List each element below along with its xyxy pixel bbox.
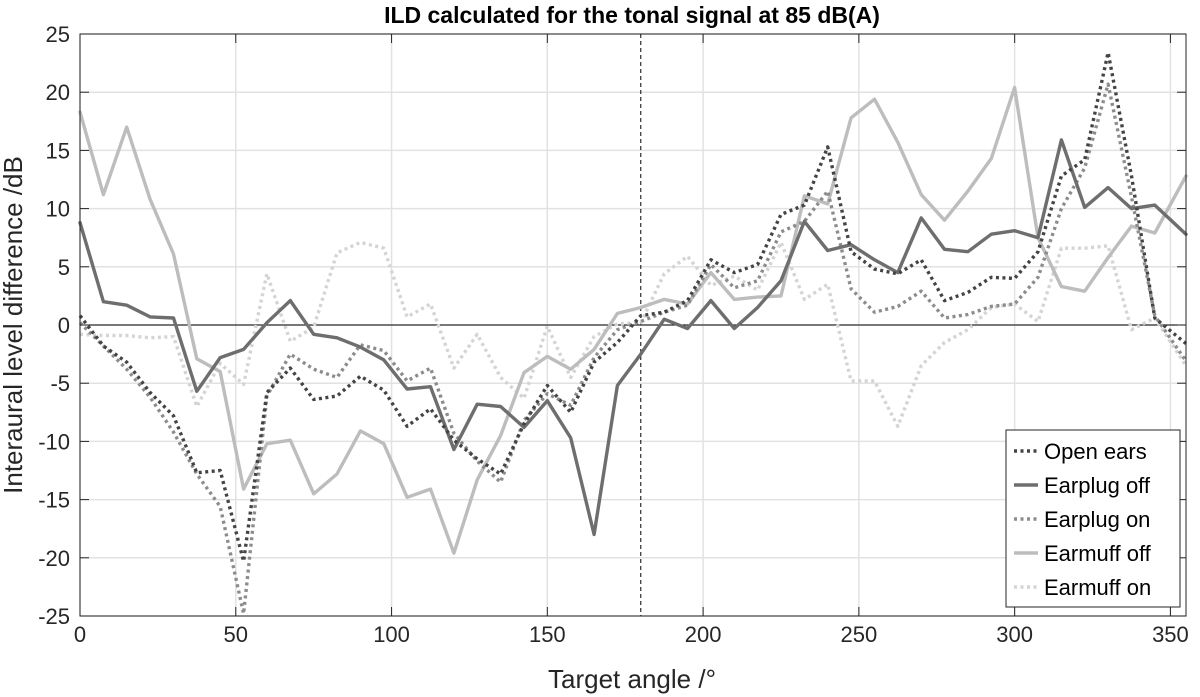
y-tick-label: 10 (46, 197, 70, 222)
y-tick-label: -15 (38, 488, 70, 513)
legend: Open ears Earplug off Earplug on Earmuff of… (1005, 429, 1181, 608)
series-line-earmuff-on (79, 240, 1188, 428)
x-tick-label: 300 (996, 622, 1033, 647)
y-tick-label: 0 (58, 313, 70, 338)
y-tick-label: -20 (38, 546, 70, 571)
x-tick-label: 250 (841, 622, 878, 647)
x-tick-label: 50 (224, 622, 248, 647)
data-series (78, 50, 1188, 616)
legend-label-earplug-on: Earplug on (1044, 507, 1150, 532)
axis-ticks: 0 50 100 150 200 250 300 350 -25 -20 -15 -10 -5 0 5 10 1… (38, 22, 1189, 647)
legend-label-open-ears: Open ears (1044, 439, 1147, 464)
y-tick-label: 5 (58, 255, 70, 280)
y-axis-title: Interaural level difference /dB (0, 156, 28, 494)
y-tick-label: 15 (46, 138, 70, 163)
series-line-earmuff-off (78, 85, 1188, 555)
legend-label-earmuff-on: Earmuff on (1044, 575, 1151, 600)
chart-title: ILD calculated for the tonal signal at 8… (384, 2, 880, 28)
series-line-earplug-off (78, 138, 1188, 537)
legend-label-earmuff-off: Earmuff off (1044, 541, 1152, 566)
y-tick-label: -10 (38, 429, 70, 454)
y-tick-label: -25 (38, 604, 70, 629)
legend-label-earplug-off: Earplug off (1044, 473, 1151, 498)
x-tick-label: 0 (74, 622, 86, 647)
y-tick-label: 25 (46, 22, 70, 47)
y-tick-label: -5 (50, 371, 70, 396)
x-axis-title: Target angle /° (548, 664, 716, 694)
series-line-earplug-on (78, 82, 1188, 616)
y-tick-label: 20 (46, 80, 70, 105)
x-tick-label: 200 (685, 622, 722, 647)
x-tick-label: 100 (373, 622, 410, 647)
x-tick-label: 350 (1152, 622, 1189, 647)
x-tick-label: 150 (529, 622, 566, 647)
